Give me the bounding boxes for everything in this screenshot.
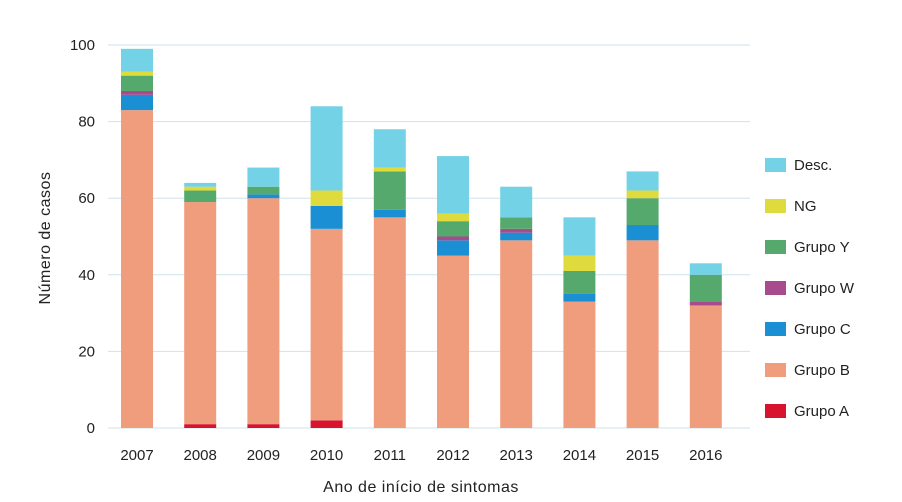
bar-segment-grupo-b-2014 [563,301,596,428]
bar-segment-grupo-b-2012 [437,255,469,428]
bar-segment-desc-2011 [373,129,406,168]
bar-segment-grupo-b-2007 [121,110,153,429]
bar-segment-grupo-c-2007 [121,94,153,111]
bar-segment-grupo-y-2016 [689,274,722,302]
bar-segment-grupo-c-2011 [373,209,406,218]
bar-segment-grupo-y-2013 [500,217,533,229]
bar-segment-grupo-w-2007 [121,90,153,95]
bar-segment-grupo-c-2009 [247,194,280,199]
bar-segment-grupo-y-2012 [437,221,469,237]
bar-segment-ng-2007 [121,71,153,76]
x-tick-label: 2013 [500,447,533,464]
bar-segment-grupo-y-2014 [563,270,596,294]
bar-segment-ng-2015 [626,190,659,199]
bar-segment-grupo-b-2016 [689,305,722,428]
bar-segment-grupo-w-2012 [437,236,469,241]
legend-swatch [765,322,786,336]
bar-segment-grupo-y-2007 [121,75,153,91]
legend-swatch [765,363,786,377]
y-tick-label: 100 [70,37,95,54]
bar-segment-grupo-a-2008 [184,424,217,428]
bar-segment-desc-2014 [563,217,596,256]
bar-segment-grupo-c-2015 [626,225,659,241]
y-tick-label: 80 [78,114,95,131]
legend-swatch [765,158,786,172]
legend-label: Desc. [794,157,832,174]
x-axis-ticks: 2007 2008 2009 2010 2011 2012 2013 2014 2015 2016 [120,447,722,464]
bar-segment-desc-2013 [500,186,533,218]
x-tick-label: 2008 [184,447,217,464]
bar-segment-ng-2012 [437,213,469,222]
legend-swatch [765,240,786,254]
legend-label: Grupo C [794,321,851,338]
bar-segment-desc-2010 [310,106,343,191]
x-tick-label: 2014 [563,447,596,464]
bar-segment-grupo-c-2014 [563,293,596,302]
bar-segment-grupo-y-2011 [373,171,406,210]
bar-segment-grupo-y-2015 [626,198,659,226]
legend-label: Grupo B [794,362,850,379]
bar-segment-grupo-y-2009 [247,186,280,195]
bar-segment-grupo-a-2009 [247,424,280,428]
bar-segment-grupo-c-2012 [437,240,469,256]
x-tick-label: 2010 [310,447,343,464]
x-tick-label: 2012 [436,447,469,464]
bar-segment-ng-2014 [563,255,596,271]
x-tick-label: 2016 [689,447,722,464]
bar-segment-desc-2012 [437,156,469,214]
bar-segment-desc-2008 [184,182,217,187]
bar-segment-grupo-w-2013 [500,228,533,233]
y-tick-label: 20 [78,343,95,360]
y-tick-label: 0 [87,420,95,437]
bar-segment-grupo-b-2011 [373,217,406,428]
bar-segment-ng-2010 [310,190,343,206]
bar-segment-grupo-c-2010 [310,205,343,229]
legend-swatch [765,404,786,418]
y-axis-title: Número de casos [37,172,54,305]
bar-segment-grupo-b-2008 [184,202,217,425]
bar-segment-desc-2009 [247,167,280,187]
bar-segment-ng-2008 [184,186,217,191]
legend-label: Grupo W [794,280,855,297]
bar-segment-grupo-w-2016 [689,301,722,306]
bar-segment-grupo-b-2009 [247,198,280,425]
legend-label: NG [794,198,817,215]
legend: Desc. NG Grupo Y Grupo W Grupo C Grupo B Grupo… [765,157,855,420]
bar-segment-grupo-a-2010 [310,420,343,428]
y-tick-label: 40 [78,267,95,284]
legend-swatch [765,281,786,295]
bar-segment-grupo-b-2013 [500,240,533,428]
bars [121,48,722,429]
bar-segment-grupo-c-2013 [500,232,533,241]
bar-segment-grupo-b-2010 [310,228,343,421]
bar-segment-desc-2007 [121,48,153,72]
bar-segment-desc-2016 [689,263,722,275]
x-axis-title: Ano de início de sintomas [323,479,519,496]
y-axis-ticks: 0 20 40 60 80 100 [70,37,95,437]
legend-swatch [765,199,786,213]
legend-label: Grupo A [794,403,849,420]
bar-segment-ng-2011 [373,167,406,172]
bar-segment-grupo-y-2008 [184,190,217,203]
bar-segment-grupo-b-2015 [626,240,659,428]
x-tick-label: 2015 [626,447,659,464]
legend-label: Grupo Y [794,239,850,256]
x-tick-label: 2007 [120,447,153,464]
x-tick-label: 2009 [247,447,280,464]
y-tick-label: 60 [78,190,95,207]
x-tick-label: 2011 [374,447,406,464]
bar-segment-desc-2015 [626,171,659,191]
